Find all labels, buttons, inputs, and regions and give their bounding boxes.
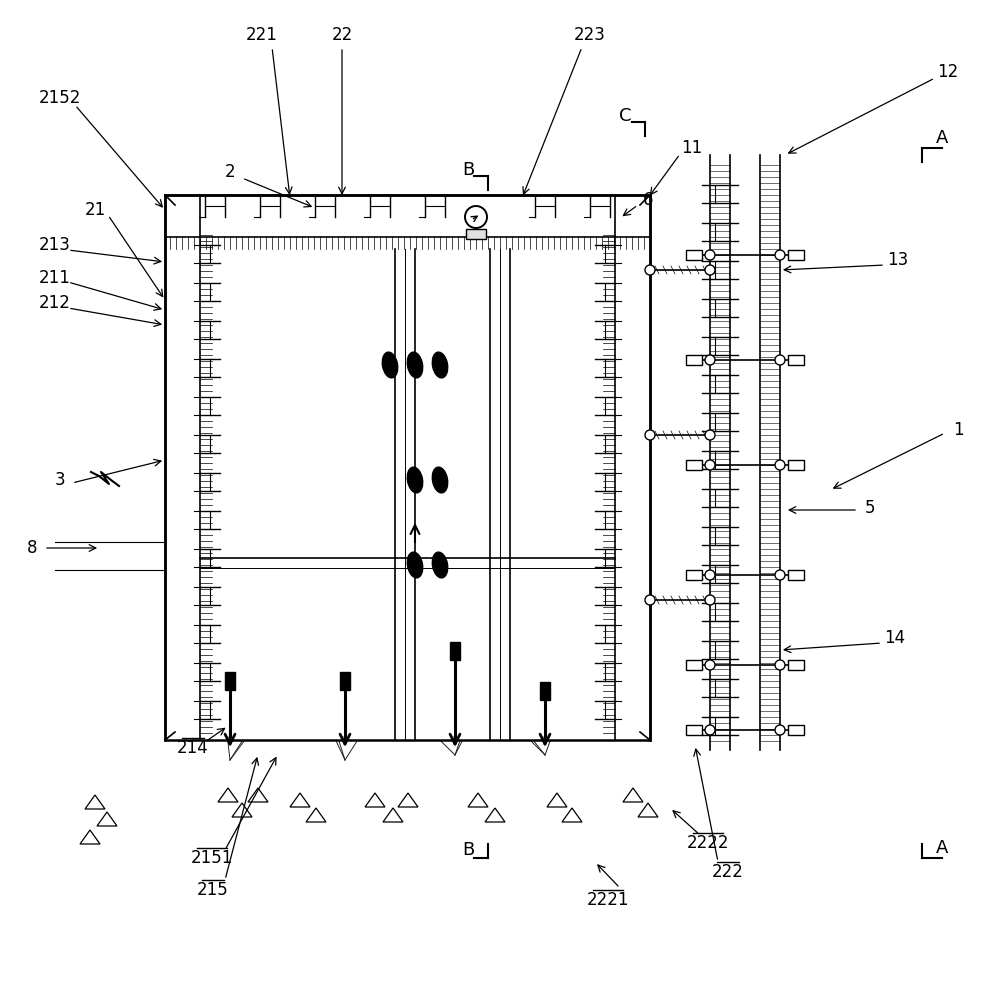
Text: 22: 22 [331, 26, 353, 44]
Text: 21: 21 [84, 201, 106, 219]
Text: 211: 211 [39, 269, 71, 287]
Bar [540, 682, 550, 700]
Bar [450, 642, 460, 660]
Ellipse shape [407, 552, 423, 578]
Ellipse shape [432, 552, 448, 578]
Circle shape [705, 250, 715, 260]
Ellipse shape [432, 353, 448, 378]
Circle shape [775, 570, 785, 580]
Bar [225, 672, 235, 690]
Text: 12: 12 [937, 63, 959, 81]
Bar [788, 460, 804, 470]
Circle shape [705, 570, 715, 580]
Bar [788, 725, 804, 735]
Text: A: A [936, 129, 948, 147]
Bar [466, 229, 486, 239]
Ellipse shape [407, 353, 423, 378]
Circle shape [645, 430, 655, 440]
Text: 6: 6 [643, 191, 653, 209]
Circle shape [775, 725, 785, 735]
Text: 14: 14 [884, 629, 906, 647]
Circle shape [705, 355, 715, 365]
Text: 5: 5 [865, 499, 875, 517]
Text: 221: 221 [246, 26, 278, 44]
Text: 222: 222 [712, 863, 744, 881]
Bar [788, 570, 804, 580]
Text: 13: 13 [887, 251, 909, 269]
Text: 214: 214 [177, 739, 209, 757]
Circle shape [705, 725, 715, 735]
Text: 2221: 2221 [587, 891, 629, 909]
Bar [340, 672, 350, 690]
Bar [686, 460, 702, 470]
Circle shape [775, 660, 785, 670]
Text: 1: 1 [953, 421, 963, 439]
Bar [686, 725, 702, 735]
Circle shape [465, 206, 487, 228]
Circle shape [645, 595, 655, 605]
Text: B: B [462, 161, 474, 179]
Text: 2222: 2222 [687, 834, 729, 852]
Circle shape [645, 265, 655, 275]
Text: B: B [462, 841, 474, 859]
Text: 213: 213 [39, 236, 71, 254]
Ellipse shape [432, 467, 448, 493]
Text: 11: 11 [681, 139, 703, 157]
Text: 2: 2 [225, 163, 235, 181]
Text: C: C [619, 107, 631, 125]
Text: 212: 212 [39, 294, 71, 312]
Bar [788, 250, 804, 260]
Bar [788, 355, 804, 365]
Circle shape [705, 460, 715, 470]
Circle shape [775, 460, 785, 470]
Ellipse shape [382, 353, 398, 378]
Circle shape [705, 430, 715, 440]
Circle shape [705, 265, 715, 275]
Bar [686, 570, 702, 580]
Ellipse shape [407, 467, 423, 493]
Text: 2152: 2152 [39, 89, 81, 107]
Bar [788, 660, 804, 670]
Circle shape [775, 355, 785, 365]
Circle shape [775, 250, 785, 260]
Text: A: A [936, 839, 948, 857]
Bar [686, 355, 702, 365]
Text: 8: 8 [27, 539, 37, 557]
Bar [165, 195, 650, 740]
Text: 215: 215 [197, 881, 229, 899]
Text: 223: 223 [574, 26, 606, 44]
Circle shape [705, 595, 715, 605]
Text: 3: 3 [55, 471, 65, 489]
Circle shape [705, 660, 715, 670]
Bar [686, 660, 702, 670]
Text: 2151: 2151 [191, 849, 233, 867]
Bar [686, 250, 702, 260]
